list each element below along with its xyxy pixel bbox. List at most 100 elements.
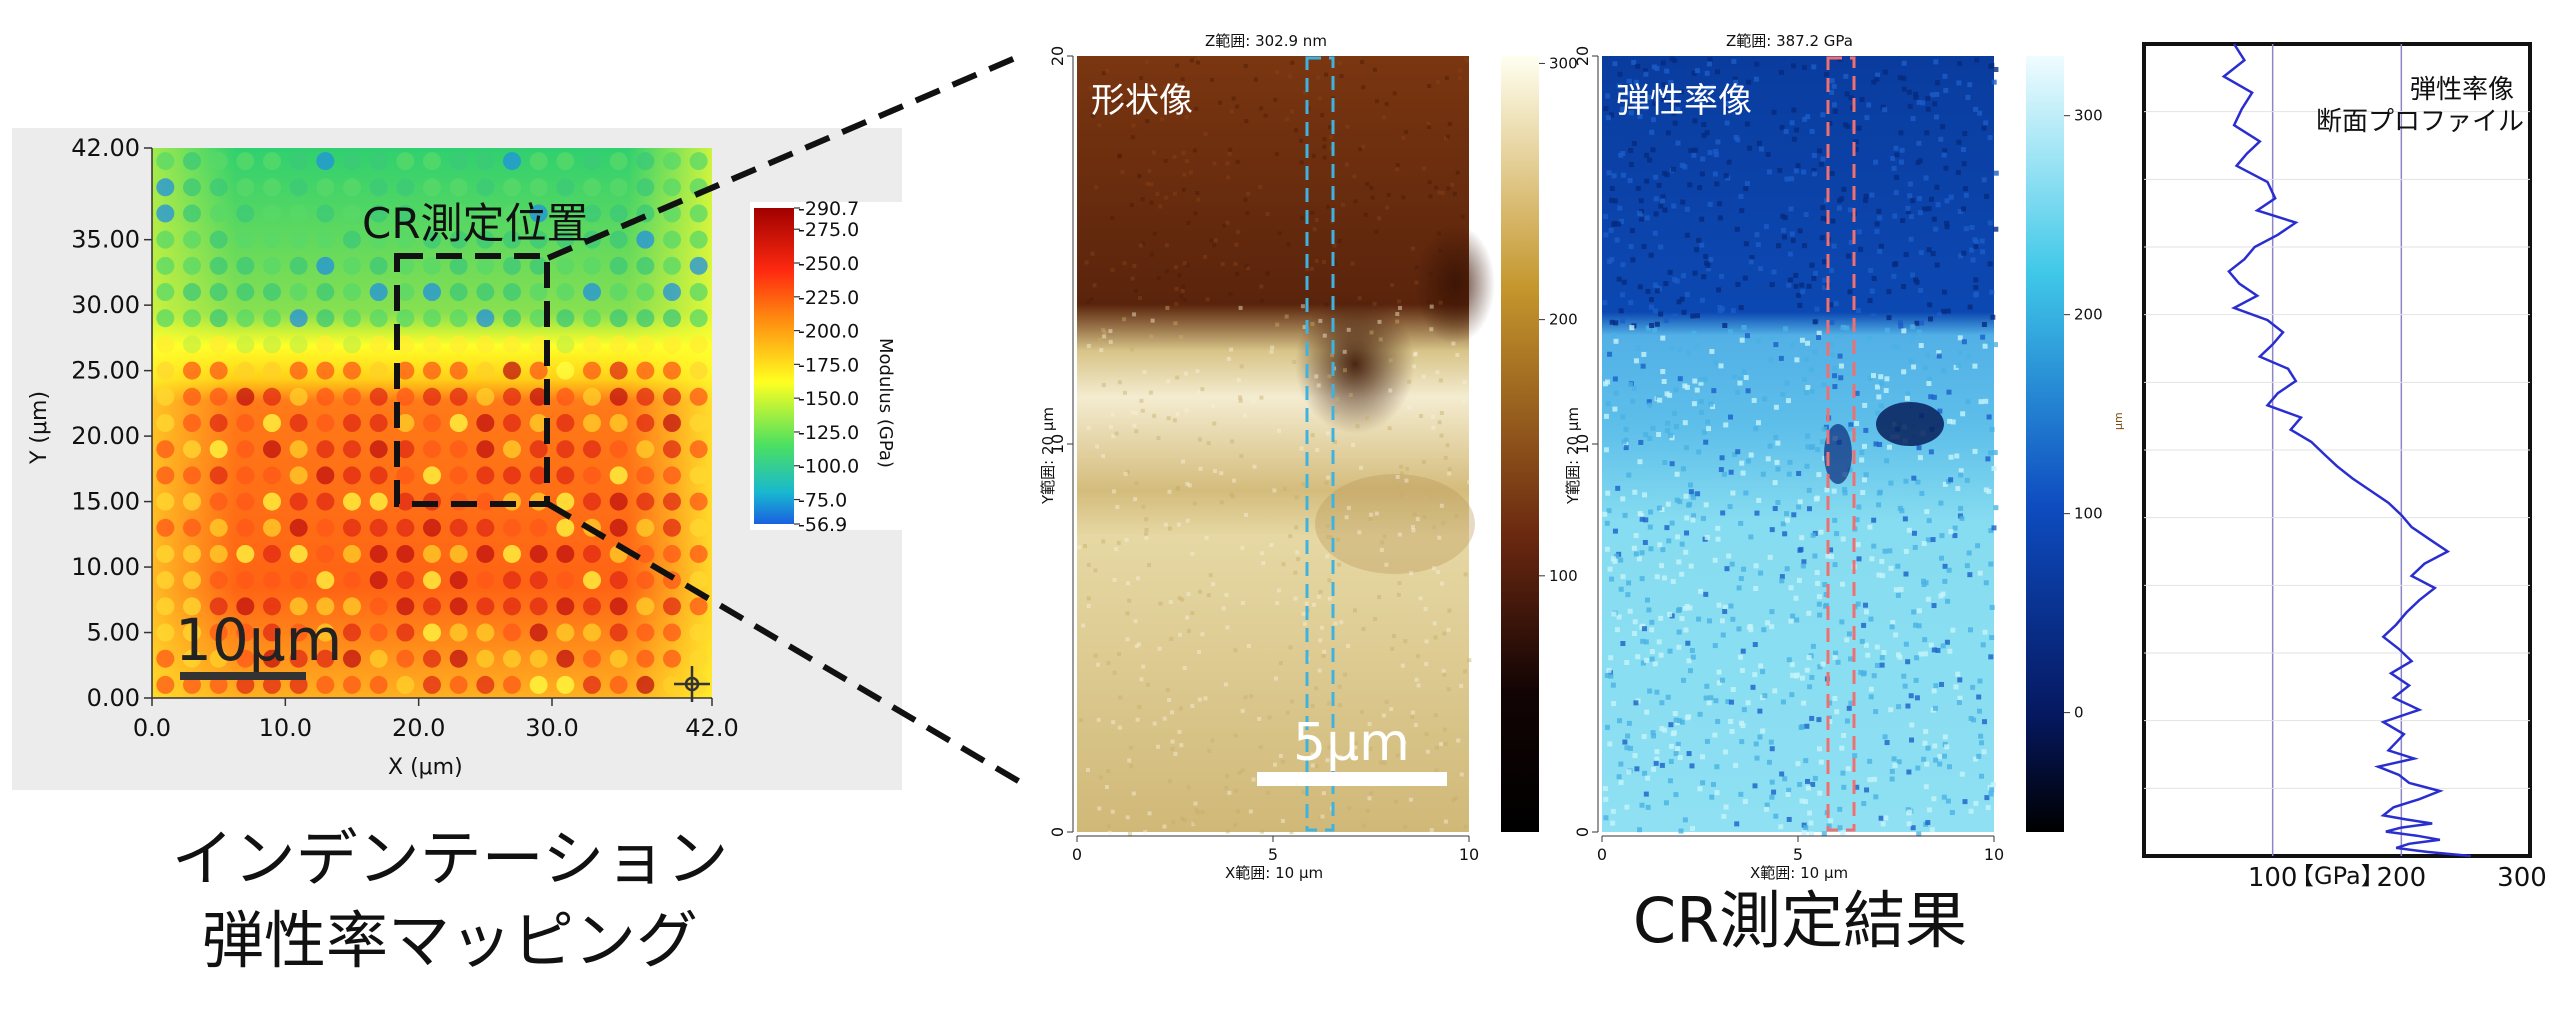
map-dot bbox=[343, 309, 361, 328]
map-dot bbox=[369, 597, 388, 616]
map-dot bbox=[156, 230, 175, 249]
map-dot bbox=[236, 440, 255, 459]
map-dot bbox=[316, 256, 335, 275]
map-dot bbox=[476, 361, 495, 380]
map-dot bbox=[289, 544, 308, 563]
map-dot bbox=[369, 414, 388, 432]
map-dot bbox=[689, 571, 708, 590]
colorbar-tick: -225.0 bbox=[798, 287, 859, 309]
map-dot bbox=[583, 440, 601, 459]
map-dot bbox=[529, 518, 548, 537]
map-dot bbox=[689, 492, 708, 511]
map-dot bbox=[289, 414, 308, 432]
map-dot bbox=[609, 466, 628, 485]
left-y-tick: 30.00 bbox=[71, 291, 140, 319]
afm-y-tick: 20 bbox=[1048, 46, 1067, 66]
map-dot bbox=[396, 675, 415, 694]
map-dot bbox=[583, 387, 601, 406]
map-dot bbox=[529, 414, 548, 432]
map-dot bbox=[663, 571, 681, 590]
map-dot bbox=[556, 387, 575, 406]
map-dot bbox=[636, 675, 655, 694]
left-x-tick: 30.0 bbox=[525, 714, 578, 742]
map-dot bbox=[209, 597, 228, 616]
colorbar-tick: -56.9 bbox=[798, 514, 847, 536]
map-dot bbox=[556, 335, 575, 354]
map-dot bbox=[449, 230, 468, 249]
map-dot bbox=[423, 152, 441, 171]
map-dot bbox=[476, 230, 495, 249]
map-dot bbox=[263, 178, 281, 197]
map-dot bbox=[263, 649, 281, 668]
map-dot bbox=[423, 675, 441, 694]
map-dot bbox=[396, 361, 415, 380]
map-dot bbox=[503, 466, 521, 485]
indentation-caption-line2: 弾性率マッピング bbox=[201, 904, 698, 977]
map-dot bbox=[503, 361, 521, 380]
map-dot bbox=[236, 204, 255, 223]
map-dot bbox=[343, 283, 361, 302]
map-dot bbox=[663, 492, 681, 511]
map-dot bbox=[369, 387, 388, 406]
colorbar-tick: -275.0 bbox=[798, 219, 859, 241]
map-dot bbox=[449, 152, 468, 171]
map-dot bbox=[663, 440, 681, 459]
colorbar-tick: -125.0 bbox=[798, 422, 859, 444]
colorbar-tick: -175.0 bbox=[798, 354, 859, 376]
map-dot bbox=[209, 623, 228, 642]
map-dot bbox=[449, 256, 468, 275]
topography-image bbox=[1077, 56, 1469, 832]
map-dot bbox=[556, 518, 575, 537]
map-dot bbox=[503, 544, 521, 563]
map-dot bbox=[396, 178, 415, 197]
map-dot bbox=[503, 204, 521, 223]
afm-colorbar-tick: 0 bbox=[2074, 704, 2084, 722]
map-dot bbox=[556, 571, 575, 590]
map-dot bbox=[316, 361, 335, 380]
map-dot bbox=[343, 387, 361, 406]
map-dot bbox=[636, 230, 655, 249]
map-dot bbox=[636, 178, 655, 197]
map-dot bbox=[316, 466, 335, 485]
map-dot bbox=[183, 283, 201, 302]
profile-x-tick: 200 bbox=[2377, 863, 2427, 893]
map-dot bbox=[583, 309, 601, 328]
map-dot bbox=[209, 387, 228, 406]
map-dot bbox=[503, 597, 521, 616]
map-dot bbox=[316, 178, 335, 197]
map-dot bbox=[236, 256, 255, 275]
afm-colorbar-tick: 200 bbox=[2074, 306, 2103, 324]
profile-title-line2: 断面プロファイル bbox=[2316, 107, 2524, 137]
map-dot bbox=[503, 152, 521, 171]
map-dot bbox=[423, 335, 441, 354]
left-scalebar-label: 10μm bbox=[175, 606, 342, 674]
map-dot bbox=[396, 152, 415, 171]
map-dot bbox=[156, 571, 175, 590]
map-dot bbox=[289, 387, 308, 406]
afm-y-tick: 10 bbox=[1048, 434, 1067, 454]
topo-colorbar bbox=[1501, 56, 1539, 832]
map-dot bbox=[529, 440, 548, 459]
map-dot bbox=[689, 335, 708, 354]
map-dot bbox=[396, 387, 415, 406]
map-dot bbox=[156, 414, 175, 432]
left-y-tick: 20.00 bbox=[71, 422, 140, 450]
map-dot bbox=[369, 178, 388, 197]
map-dot bbox=[689, 466, 708, 485]
map-dot bbox=[663, 623, 681, 642]
map-dot bbox=[423, 178, 441, 197]
map-dot bbox=[209, 649, 228, 668]
colorbar-tick: -290.7 bbox=[798, 198, 859, 220]
afm-x-tick: 0 bbox=[1072, 845, 1082, 864]
map-dot bbox=[289, 597, 308, 616]
map-dot bbox=[449, 361, 468, 380]
map-dot bbox=[663, 204, 681, 223]
map-dot bbox=[183, 649, 201, 668]
topo-scalebar bbox=[1257, 772, 1447, 786]
map-dot bbox=[449, 387, 468, 406]
map-dot bbox=[476, 335, 495, 354]
map-dot bbox=[583, 623, 601, 642]
map-dot bbox=[636, 544, 655, 563]
elastic-panel-label: 弾性率像 bbox=[1616, 81, 1752, 121]
